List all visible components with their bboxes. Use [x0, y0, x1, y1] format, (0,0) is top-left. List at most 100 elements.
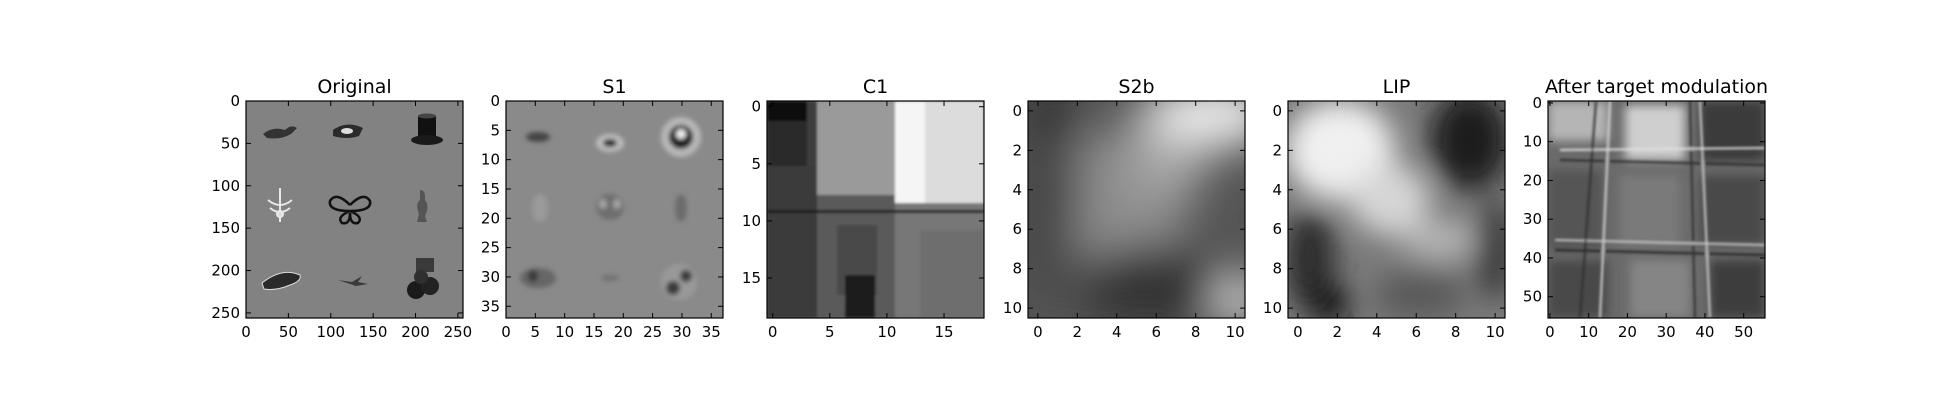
y-tick-label: 30	[481, 268, 500, 286]
x-tick-label: 2	[1333, 323, 1343, 341]
y-tick-label: 20	[1523, 171, 1542, 189]
panel-original	[246, 101, 463, 318]
axes-frame	[245, 100, 464, 319]
y-tick-label: 20	[481, 209, 500, 227]
x-tick-label: 6	[1411, 323, 1421, 341]
chart-title: S2b	[1118, 76, 1154, 98]
x-tick-label: 6	[1151, 323, 1161, 341]
object-instrument-icon	[261, 271, 301, 290]
y-tick-label: 10	[1523, 133, 1542, 151]
axes-frame	[1287, 100, 1506, 319]
y-tick-label: 4	[1272, 181, 1282, 199]
y-tick-label: 0	[1272, 102, 1282, 120]
axes-frame	[1027, 100, 1246, 319]
x-tick-label: 50	[279, 323, 298, 341]
axes-frame	[1547, 100, 1766, 319]
x-tick-label: 8	[1451, 323, 1461, 341]
x-tick-label: 250	[444, 323, 473, 341]
heatmap-image-after-target-modulation	[1548, 101, 1765, 318]
x-tick-label: 0	[768, 323, 778, 341]
x-tick-label: 50	[1734, 323, 1753, 341]
heatmap-image-s2b	[1028, 101, 1245, 318]
y-tick-label: 50	[1523, 288, 1542, 306]
x-tick-label: 4	[1112, 323, 1122, 341]
panel-s2b	[1028, 101, 1245, 318]
x-tick-label: 15	[934, 323, 953, 341]
x-tick-label: 0	[1033, 323, 1043, 341]
y-tick-label: 0	[751, 98, 761, 116]
chart-title: C1	[863, 76, 888, 98]
panel-s1	[506, 101, 723, 318]
y-tick-label: 100	[211, 177, 240, 195]
x-tick-label: 8	[1191, 323, 1201, 341]
x-tick-label: 0	[1545, 323, 1555, 341]
x-tick-label: 10	[1226, 323, 1245, 341]
x-tick-label: 200	[401, 323, 430, 341]
y-tick-label: 50	[221, 134, 240, 152]
y-tick-label: 6	[1272, 220, 1282, 238]
heatmap-image-c1	[767, 101, 984, 318]
heatmap-image-original	[246, 101, 463, 318]
x-tick-label: 100	[316, 323, 345, 341]
y-tick-label: 0	[490, 92, 500, 110]
y-tick-label: 5	[490, 121, 500, 139]
y-tick-label: 15	[742, 269, 761, 287]
x-tick-label: 0	[241, 323, 251, 341]
heatmap-image-lip	[1288, 101, 1505, 318]
x-tick-label: 2	[1073, 323, 1083, 341]
chart-title: S1	[602, 76, 626, 98]
y-tick-label: 5	[751, 155, 761, 173]
x-tick-label: 30	[672, 323, 691, 341]
y-tick-label: 4	[1012, 181, 1022, 199]
x-tick-label: 20	[614, 323, 633, 341]
chart-title: Original	[317, 76, 391, 98]
x-tick-label: 5	[825, 323, 835, 341]
y-tick-label: 0	[1012, 102, 1022, 120]
object-bird-icon	[338, 276, 368, 286]
y-tick-label: 10	[1263, 299, 1282, 317]
x-tick-label: 25	[643, 323, 662, 341]
x-tick-label: 0	[1293, 323, 1303, 341]
y-tick-label: 8	[1272, 260, 1282, 278]
x-tick-label: 15	[584, 323, 603, 341]
y-tick-label: 8	[1012, 260, 1022, 278]
y-tick-label: 2	[1272, 141, 1282, 159]
axes-frame	[505, 100, 724, 319]
object-hat-icon	[411, 113, 443, 145]
x-tick-label: 150	[359, 323, 388, 341]
panel-lip	[1288, 101, 1505, 318]
heatmap-image-s1	[506, 101, 723, 318]
y-tick-label: 10	[742, 212, 761, 230]
y-tick-label: 40	[1523, 249, 1542, 267]
object-butterfly-icon	[328, 195, 372, 225]
chart-title: LIP	[1383, 76, 1411, 98]
x-tick-label: 30	[1657, 323, 1676, 341]
object-hand-icon	[263, 126, 297, 139]
x-tick-label: 10	[877, 323, 896, 341]
axes-s2b: S2b 0 2 4 6 8 10 0 2 4 6 8 10	[1003, 76, 1246, 341]
x-tick-label: 0	[501, 323, 511, 341]
y-tick-label: 15	[481, 180, 500, 198]
axes-c1: C1 0 5 10 15 0 5 10 15	[742, 76, 985, 341]
y-tick-label: 250	[211, 304, 240, 322]
y-tick-label: 0	[230, 92, 240, 110]
y-tick-label: 10	[1003, 299, 1022, 317]
x-tick-label: 10	[1486, 323, 1505, 341]
x-tick-label: 5	[531, 323, 541, 341]
y-tick-label: 6	[1012, 220, 1022, 238]
x-tick-label: 10	[1579, 323, 1598, 341]
panel-c1	[767, 101, 984, 318]
y-tick-label: 2	[1012, 141, 1022, 159]
chart-title: After target modulation	[1545, 76, 1768, 98]
object-fruit-icon	[407, 258, 439, 299]
y-tick-label: 35	[481, 297, 500, 315]
y-tick-label: 30	[1523, 210, 1542, 228]
x-tick-label: 20	[1618, 323, 1637, 341]
x-tick-label: 35	[702, 323, 721, 341]
y-tick-label: 200	[211, 262, 240, 280]
